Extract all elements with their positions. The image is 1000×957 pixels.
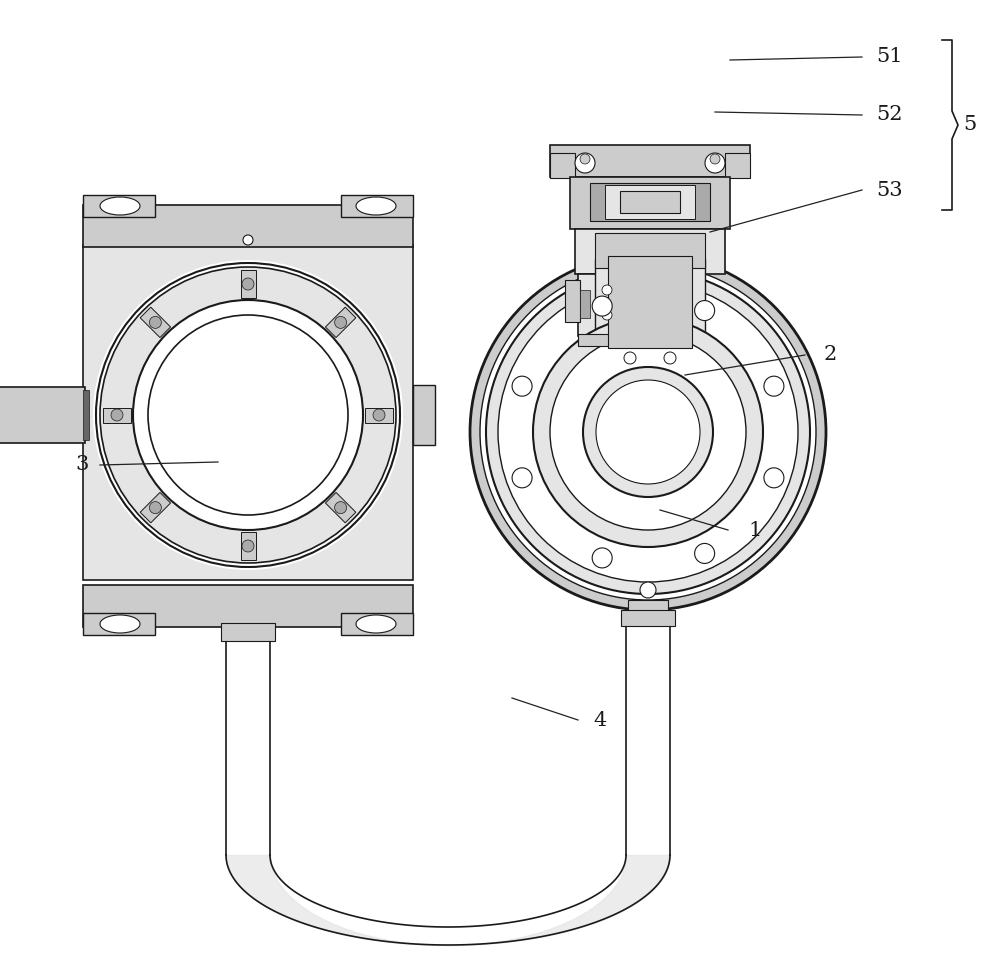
Bar [83, 245, 413, 580]
Circle shape [602, 285, 612, 295]
Bar [620, 191, 680, 213]
Circle shape [710, 154, 720, 164]
Bar [365, 408, 393, 422]
Bar [341, 613, 413, 635]
Circle shape [373, 409, 385, 421]
Bar [83, 195, 155, 217]
Bar [83, 390, 89, 440]
Circle shape [111, 409, 123, 421]
Circle shape [695, 300, 715, 321]
Circle shape [93, 260, 403, 570]
Bar [590, 183, 710, 221]
Circle shape [664, 352, 676, 364]
Circle shape [512, 468, 532, 488]
Circle shape [764, 468, 784, 488]
Text: 3: 3 [75, 456, 89, 475]
Circle shape [335, 501, 347, 514]
Circle shape [512, 376, 532, 396]
Bar [83, 613, 155, 635]
Bar [575, 229, 725, 274]
Bar [140, 493, 171, 523]
Circle shape [149, 501, 161, 514]
Circle shape [624, 352, 636, 364]
Bar [240, 532, 256, 560]
Circle shape [480, 264, 816, 600]
Circle shape [243, 235, 253, 245]
Bar [83, 205, 413, 247]
Circle shape [100, 267, 396, 563]
Bar [341, 195, 413, 217]
Bar [565, 280, 580, 322]
Text: 51: 51 [877, 48, 903, 66]
Circle shape [695, 544, 715, 564]
Circle shape [764, 376, 784, 396]
Circle shape [470, 254, 826, 610]
Circle shape [533, 317, 763, 547]
Bar [605, 185, 695, 219]
Bar [413, 385, 435, 445]
Bar [83, 585, 413, 627]
Ellipse shape [356, 615, 396, 633]
Bar [595, 233, 705, 268]
Bar [578, 274, 636, 336]
Text: 1: 1 [748, 521, 762, 540]
Bar [550, 153, 575, 178]
Bar [570, 177, 730, 229]
Text: 53: 53 [877, 181, 903, 199]
Circle shape [592, 296, 612, 316]
Bar [550, 145, 750, 177]
Bar [0, 387, 85, 443]
Circle shape [242, 278, 254, 290]
Bar [103, 408, 131, 422]
Circle shape [133, 300, 363, 530]
Text: 2: 2 [823, 345, 837, 365]
Text: 52: 52 [877, 105, 903, 124]
Circle shape [550, 334, 746, 530]
Ellipse shape [356, 197, 396, 215]
Circle shape [640, 582, 656, 598]
Ellipse shape [100, 615, 140, 633]
Bar [325, 307, 356, 338]
Bar [608, 256, 692, 348]
Bar [221, 623, 275, 641]
Circle shape [242, 540, 254, 552]
Text: 4: 4 [593, 710, 607, 729]
Bar [325, 493, 356, 523]
Circle shape [705, 153, 725, 173]
Circle shape [486, 270, 810, 594]
Circle shape [498, 282, 798, 582]
Circle shape [580, 154, 590, 164]
Circle shape [592, 548, 612, 568]
Circle shape [575, 153, 595, 173]
Bar [595, 259, 705, 346]
Ellipse shape [100, 197, 140, 215]
Circle shape [149, 317, 161, 328]
Text: 5: 5 [963, 116, 977, 135]
Bar [621, 610, 675, 626]
Circle shape [335, 317, 347, 328]
Bar [628, 600, 668, 620]
Bar [240, 270, 256, 298]
Bar [725, 153, 750, 178]
Circle shape [583, 367, 713, 497]
Bar [140, 307, 171, 338]
Circle shape [602, 310, 612, 320]
Bar [578, 334, 636, 346]
Circle shape [596, 380, 700, 484]
Bar [580, 290, 590, 318]
